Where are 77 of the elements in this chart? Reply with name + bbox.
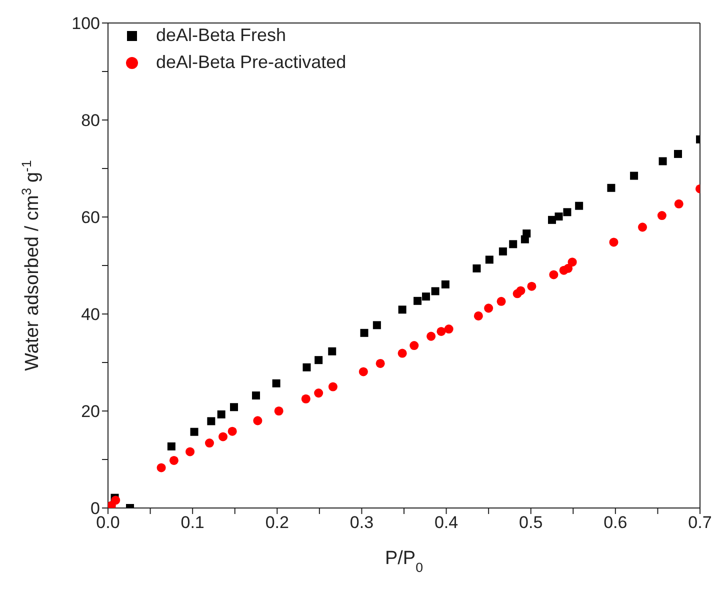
point: [217, 410, 226, 418]
point: [204, 438, 214, 448]
point: [301, 394, 310, 404]
point: [111, 496, 120, 505]
point: [474, 311, 483, 320]
point: [328, 382, 338, 392]
point: [358, 367, 368, 376]
point: [607, 184, 616, 192]
x-tick-label: 0.3: [350, 513, 374, 532]
point: [274, 406, 284, 416]
point: [169, 456, 178, 465]
legend-label: deAl-Beta Pre-activated: [156, 52, 346, 73]
point: [498, 247, 507, 256]
point: [472, 264, 481, 272]
point: [431, 287, 440, 296]
point: [441, 280, 450, 288]
x-axis-title: P/P$_{0}$: [384, 548, 424, 574]
x-tick-label: 0.1: [180, 513, 204, 532]
point: [253, 416, 262, 426]
point: [372, 321, 381, 330]
point: [156, 463, 166, 472]
point: [228, 426, 237, 436]
point: [563, 208, 572, 216]
point: [252, 391, 260, 400]
x-tick-label: 0.6: [604, 513, 628, 532]
point: [398, 348, 407, 358]
point: [314, 388, 324, 398]
point: [638, 222, 648, 232]
point: [568, 258, 577, 267]
point: [426, 332, 436, 341]
y-tick-label: 40: [81, 305, 100, 324]
point: [674, 199, 684, 208]
point: [167, 442, 176, 450]
point: [509, 240, 518, 248]
point: [207, 417, 216, 426]
point: [484, 304, 494, 313]
x-tick-label: 0.7: [688, 513, 712, 532]
point: [414, 296, 422, 305]
point: [674, 150, 682, 158]
x-tick-label: 0.5: [519, 513, 543, 532]
point: [548, 216, 556, 224]
x-tick-label: 0.2: [265, 513, 289, 532]
point: [549, 270, 558, 280]
x-tick-label: 0.4: [434, 513, 458, 532]
point: [436, 326, 446, 336]
x-tick-label: 0.0: [96, 513, 120, 532]
point: [554, 212, 563, 221]
point: [398, 306, 406, 314]
point: [410, 341, 419, 350]
point: [186, 447, 195, 456]
point: [376, 358, 385, 368]
point: [658, 157, 667, 166]
y-tick-label: 100: [72, 14, 100, 34]
point: [272, 379, 280, 388]
legend-label: deAl-Beta Fresh: [156, 25, 286, 46]
y-tick-label: 20: [81, 402, 100, 422]
point: [575, 202, 584, 210]
point: [444, 324, 454, 334]
point: [190, 428, 198, 436]
point: [230, 403, 238, 412]
point: [657, 211, 666, 220]
point: [302, 363, 311, 372]
point: [527, 282, 536, 291]
point: [496, 296, 506, 306]
point: [422, 292, 430, 301]
point: [516, 286, 526, 296]
point: [360, 328, 368, 337]
point: [485, 256, 494, 264]
point: [218, 432, 228, 442]
point: [314, 356, 323, 364]
y-tick-label: 80: [81, 111, 100, 130]
point: [522, 229, 531, 238]
point: [609, 238, 618, 247]
point: [630, 172, 638, 180]
point: [564, 264, 573, 273]
y-tick-label: 60: [81, 208, 100, 228]
point: [328, 347, 336, 356]
